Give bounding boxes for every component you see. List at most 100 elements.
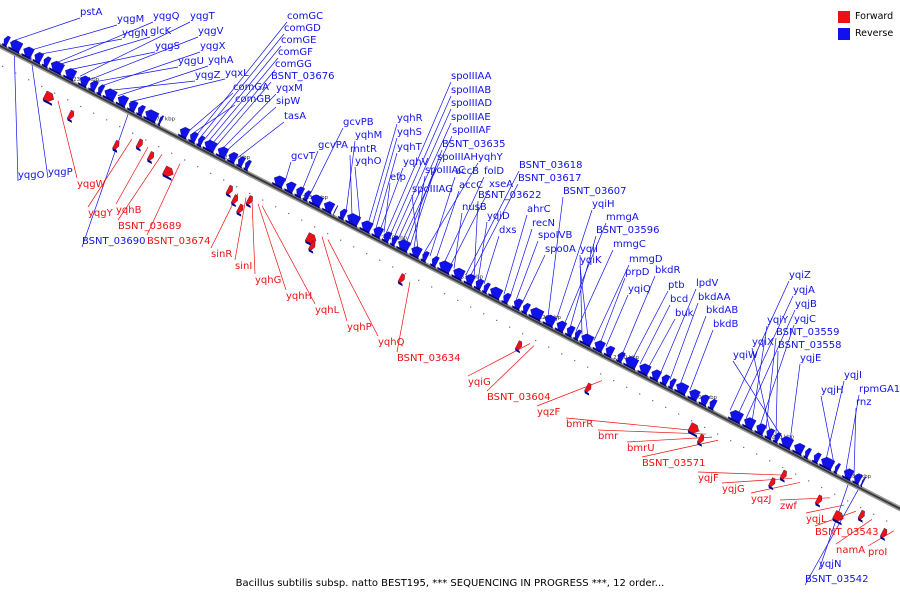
reverse-gene-30 <box>333 205 339 217</box>
reverse-gene-71 <box>764 428 776 441</box>
forward-gene-label-yqhb: yqhB <box>116 205 142 216</box>
forward-gene-label-bmru: bmrU <box>627 443 655 454</box>
reverse-gene-32 <box>345 213 362 228</box>
reverse-gene-label-yqgv: yqgV <box>198 26 224 37</box>
forward-gene-label-sini: sinI <box>235 261 252 272</box>
forward-gene-20 <box>832 510 844 526</box>
reverse-gene-label-comga: comGA <box>233 82 269 93</box>
scale-dot <box>106 119 108 121</box>
reverse-gene-label-bsnt-03622: BSNT_03622 <box>478 190 541 201</box>
legend-reverse: Reverse <box>838 25 893 42</box>
reverse-gene-label-yqjc: yqjC <box>794 314 816 325</box>
forward-gene-label-bsnt-03689: BSNT_03689 <box>118 221 181 232</box>
reverse-gene-11 <box>115 95 130 109</box>
reverse-gene-3 <box>32 52 45 65</box>
reverse-gene-26 <box>294 186 306 200</box>
reverse-gene-label-spo0a: spo0A <box>545 244 576 255</box>
reverse-gene-label-fold: folD <box>484 166 504 177</box>
reverse-gene-label-comgg: comGG <box>275 59 312 70</box>
reverse-gene-label-bsnt-03618: BSNT_03618 <box>519 160 582 171</box>
scale-dot <box>743 446 745 449</box>
reverse-gene-19 <box>202 139 218 155</box>
reverse-gene-label-yqiy: yqiY <box>767 315 789 326</box>
reverse-gene-45 <box>482 282 491 295</box>
legend-reverse-label: Reverse <box>855 28 894 39</box>
forward-gene-11 <box>308 240 316 254</box>
forward-gene-label-bsnt-03634: BSNT_03634 <box>397 353 460 364</box>
reverse-gene-label-rpmga1: rpmGA1 <box>859 384 900 395</box>
reverse-gene-label-bsnt-03596: BSNT_03596 <box>596 225 659 236</box>
caption: Bacillus subtilis subsp. natto BEST195, … <box>235 578 665 589</box>
reverse-gene-label-yqhr: yqhR <box>397 113 423 124</box>
reverse-gene-23 <box>243 159 252 172</box>
scale-dot <box>223 179 225 181</box>
reverse-gene-label-yqht: yqhT <box>397 142 423 153</box>
forward-gene-label-yqhh: yqhH <box>286 291 312 302</box>
tick-label-9: 2290 kbp <box>768 435 794 441</box>
scale-dot <box>548 346 550 348</box>
reverse-gene-label-yqgz: yqgZ <box>195 70 221 81</box>
reverse-gene-label-yqhs: yqhS <box>397 127 422 138</box>
forward-gene-label-yqhq: yqhQ <box>378 337 405 348</box>
reverse-gene-36 <box>390 235 399 248</box>
scale-dot <box>847 500 849 502</box>
reverse-gene-label-mmgd: mmgD <box>629 254 663 265</box>
reverse-gene-label-yqgm: yqgM <box>117 14 144 25</box>
scale-dot <box>418 279 420 281</box>
forward-gene-16 <box>696 433 705 447</box>
tick-label-7: 2310 kbp <box>613 355 639 361</box>
reverse-gene-label-yqjn: yqjN <box>819 559 842 570</box>
reverse-gene-label-comgf: comGF <box>278 47 313 58</box>
reverse-gene-label-gcvpb: gcvPB <box>343 117 374 128</box>
reverse-gene-label-bsnt-03559: BSNT_03559 <box>776 327 839 338</box>
reverse-gene-1 <box>8 39 24 55</box>
reverse-gene-label-yqgt: yqgT <box>190 11 216 22</box>
forward-gene-7 <box>230 194 239 208</box>
scale-dot <box>834 493 836 495</box>
axis-line <box>0 44 900 510</box>
scale-dot <box>613 379 615 382</box>
reverse-gene-60 <box>637 363 652 378</box>
reverse-gene-label-spoiiiaa: spoIIIAA <box>451 71 492 82</box>
reverse-gene-label-comgb: comGB <box>235 94 271 105</box>
reverse-gene-label-bkdr: bkdR <box>655 265 680 276</box>
scale-dot <box>639 393 641 395</box>
genome-axis <box>0 43 900 512</box>
scale-dot <box>626 386 628 388</box>
scale-dot <box>340 239 342 241</box>
reverse-gene-label-yqjh: yqjH <box>821 385 844 396</box>
reverse-gene-label-bkdab: bkdAB <box>706 305 738 316</box>
scale-dot <box>600 373 602 375</box>
legend-forward: Forward <box>838 8 893 25</box>
reverse-gene-label-yqhv: yqhV <box>403 157 429 168</box>
forward-gene-label-sinr: sinR <box>211 249 232 260</box>
reverse-gene-33 <box>359 220 374 235</box>
reverse-gene-67 <box>707 398 718 412</box>
reverse-gene-label-yqxm: yqxM <box>276 83 303 94</box>
reverse-gene-label-gcvt: gcvT <box>291 151 316 162</box>
reverse-gene-label-yqji: yqjI <box>844 370 862 381</box>
gene-labels: pstA yqgM yqgN yqgQ glcK yqgS yqgT yqgV yqgU yqgX… <box>18 7 900 585</box>
reverse-gene-label-yqgn: yqgN <box>122 28 148 39</box>
reverse-gene-label-accb: accB <box>455 166 479 177</box>
scale-dot <box>80 105 82 108</box>
reverse-gene-68 <box>728 410 744 425</box>
scale-dot <box>132 132 134 134</box>
reverse-gene-label-comge: comGE <box>281 35 316 46</box>
scale-dot <box>886 520 888 522</box>
reverse-gene-38 <box>409 246 423 260</box>
forward-gene-label-bsnt-03674: BSNT_03674 <box>147 236 210 247</box>
reverse-gene-label-accc: accC <box>459 180 483 191</box>
scale-dot <box>15 72 17 74</box>
forward-gene-label-yqzj: yqzJ <box>751 494 771 505</box>
forward-gene-12 <box>397 273 405 287</box>
reverse-gene-65 <box>687 389 701 403</box>
scale-dot <box>574 359 576 362</box>
scale-dot <box>301 219 303 221</box>
reverse-gene-77 <box>819 456 836 472</box>
reverse-gene-label-spoiiiaf: spoIIIAF <box>452 125 491 136</box>
reverse-gene-62 <box>659 374 671 387</box>
reverse-gene-63 <box>668 378 677 391</box>
scale-dot <box>171 152 173 154</box>
reverse-gene-39 <box>420 251 430 264</box>
